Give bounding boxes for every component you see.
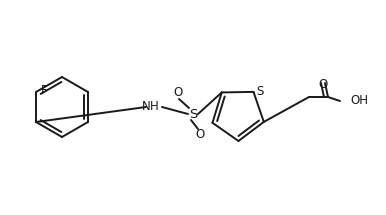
Text: O: O xyxy=(318,78,328,91)
Text: O: O xyxy=(195,129,205,141)
Text: OH: OH xyxy=(350,95,368,108)
Text: F: F xyxy=(41,83,47,97)
Text: S: S xyxy=(189,108,197,120)
Text: O: O xyxy=(173,86,183,100)
Text: N: N xyxy=(142,100,151,114)
Text: S: S xyxy=(256,85,264,98)
Text: H: H xyxy=(150,100,159,114)
